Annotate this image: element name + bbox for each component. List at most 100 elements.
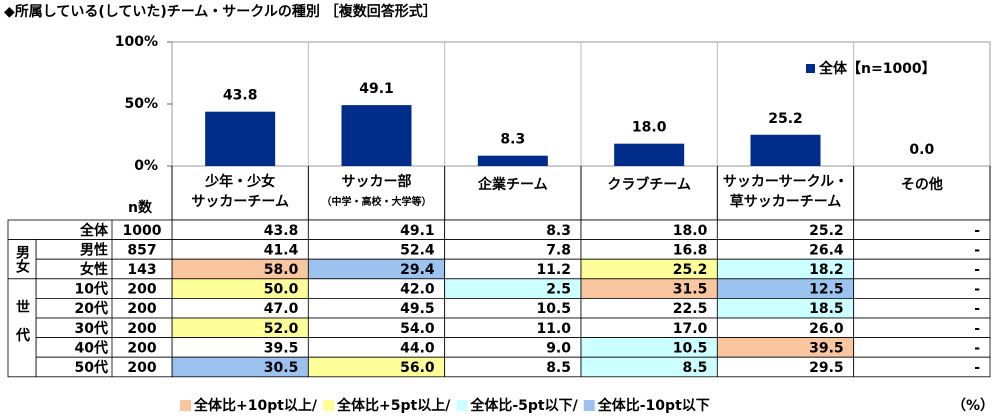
column-header: サッカーチーム <box>191 194 289 210</box>
cell-value: 56.0 <box>400 360 435 376</box>
cell-value: - <box>974 223 980 239</box>
table-cell <box>853 337 991 358</box>
cell-value: - <box>974 262 980 278</box>
cell-value: 11.0 <box>536 321 571 337</box>
footer-legend-label: 全体比+5pt以上/ <box>336 397 451 414</box>
footer-swatch <box>180 400 191 411</box>
cell-value: 29.5 <box>809 360 844 376</box>
bar <box>205 111 276 166</box>
cell-value: 7.8 <box>546 242 571 258</box>
cell-value: 41.4 <box>264 242 299 258</box>
cell-value: 52.0 <box>264 321 299 337</box>
unit-label: （%） <box>952 398 994 414</box>
cell-value: 26.4 <box>809 242 844 258</box>
cell-value: 8.5 <box>683 360 708 376</box>
row-label: 40代 <box>75 339 108 356</box>
cell-value: 10.5 <box>673 340 708 356</box>
value-label: 18.0 <box>632 120 667 136</box>
column-header: サッカーサークル・ <box>723 174 848 190</box>
n-header: n数 <box>128 199 153 216</box>
row-n: 200 <box>127 360 156 376</box>
cell-value: 43.8 <box>264 223 299 239</box>
footer-swatch <box>583 400 595 411</box>
cell-value: 26.0 <box>809 321 844 337</box>
row-label: 10代 <box>75 281 108 298</box>
group-cell <box>7 278 37 378</box>
row-n: 200 <box>127 321 156 337</box>
legend-label: 全体【n=1000】 <box>818 60 936 77</box>
footer-legend-label: 全体比-5pt以下/ <box>469 397 578 414</box>
bar <box>614 143 685 166</box>
cell-value: 18.0 <box>673 223 708 239</box>
cell-value: - <box>974 242 980 258</box>
cell-value: 42.0 <box>400 282 435 298</box>
cell-value: 18.5 <box>809 301 844 317</box>
table-cell <box>853 317 991 339</box>
cell-value: 30.5 <box>264 360 299 376</box>
table-cell <box>853 239 991 260</box>
column-header: 草サッカーチーム <box>730 193 842 210</box>
y-tick-label: 100% <box>115 34 158 50</box>
cell-value: 10.5 <box>536 301 571 317</box>
column-header: その他 <box>901 176 943 193</box>
cell-value: 50.0 <box>264 282 299 298</box>
row-label: 全体 <box>79 222 109 239</box>
column-header: クラブチーム <box>607 176 691 193</box>
table-cell <box>853 297 991 319</box>
legend-swatch <box>806 64 815 73</box>
cell-value: - <box>974 321 980 337</box>
cell-value: 8.5 <box>546 360 571 376</box>
cell-value: 25.2 <box>809 223 844 239</box>
cell-value: 25.2 <box>673 262 708 278</box>
row-n: 200 <box>127 340 156 356</box>
cell-value: - <box>974 282 980 298</box>
cell-value: - <box>974 360 980 376</box>
footer-legend-label: 全体比+10pt以上/ <box>193 397 318 414</box>
row-label: 50代 <box>75 359 108 376</box>
footer-swatch <box>456 400 468 411</box>
cell-value: 49.1 <box>400 223 435 239</box>
cell-value: 17.0 <box>673 321 708 337</box>
cell-value: 47.0 <box>264 301 299 317</box>
cell-value: 12.5 <box>809 282 844 298</box>
bar <box>477 155 548 166</box>
y-tick-label: 50% <box>124 96 158 112</box>
cell-value: 44.0 <box>400 340 435 356</box>
chart-title: ◆所属している(していた)チーム・サークルの種別 ［複数回答形式］ <box>4 3 437 20</box>
row-label: 女性 <box>80 261 108 278</box>
value-label: 8.3 <box>500 132 525 148</box>
group-label: 世代 <box>14 299 31 356</box>
cell-value: - <box>974 301 980 317</box>
column-header: 企業チーム <box>477 176 548 193</box>
row-label: 30代 <box>75 320 108 337</box>
cell-value: 9.0 <box>546 340 571 356</box>
cell-value: 18.2 <box>809 262 844 278</box>
cell-value: 22.5 <box>673 301 708 317</box>
value-label: 49.1 <box>359 81 394 97</box>
cell-value: 54.0 <box>400 321 435 337</box>
footer-legend-label: 全体比-10pt以下 <box>597 397 710 414</box>
row-n: 143 <box>127 262 156 278</box>
bar <box>750 134 821 166</box>
table-cell <box>853 258 991 280</box>
row-n: 857 <box>127 242 156 258</box>
cell-value: 39.5 <box>809 340 844 356</box>
group-cell <box>7 239 37 280</box>
y-tick-label: 0% <box>134 158 158 174</box>
cell-value: 58.0 <box>264 262 299 278</box>
group-label: 男女 <box>14 245 30 274</box>
cell-value: 11.2 <box>536 262 571 278</box>
column-header: 少年・少女 <box>204 173 275 190</box>
row-label: 20代 <box>75 300 108 317</box>
value-label: 43.8 <box>223 88 258 104</box>
cell-value: 2.5 <box>546 282 571 298</box>
cell-value: 39.5 <box>264 340 299 356</box>
table-cell <box>853 356 991 378</box>
cell-value: - <box>974 340 980 356</box>
cell-value: 49.5 <box>400 301 435 317</box>
cell-value: 29.4 <box>400 262 435 278</box>
value-label: 0.0 <box>909 142 934 158</box>
row-n: 200 <box>127 301 156 317</box>
value-label: 25.2 <box>768 111 803 127</box>
